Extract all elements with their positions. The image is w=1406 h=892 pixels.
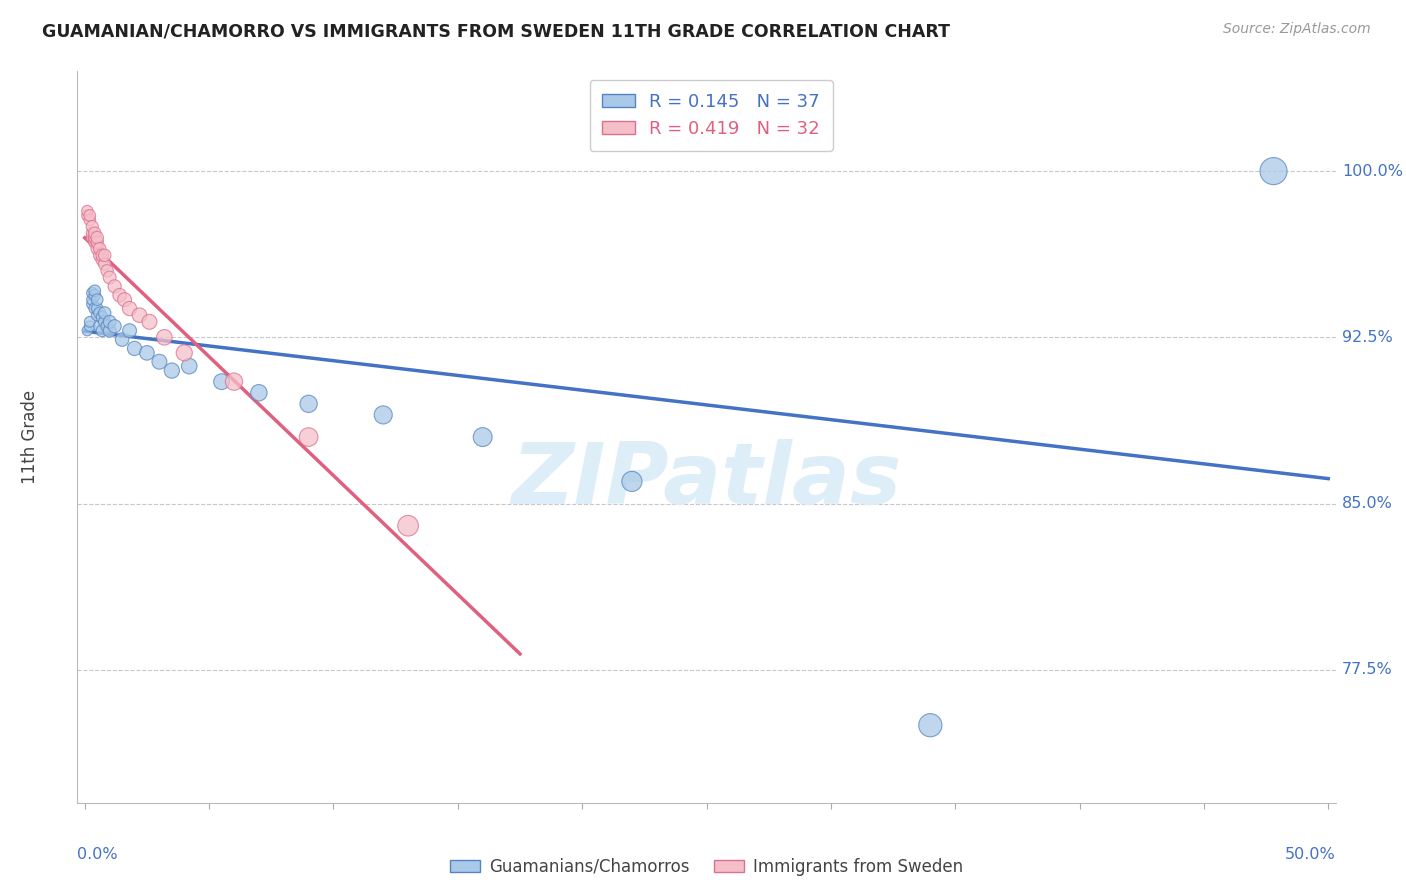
Point [86, 242, 108, 256]
Point [89, 306, 111, 320]
Point [91, 252, 114, 267]
Point [297, 397, 319, 411]
Point [79, 212, 101, 227]
Point [91, 310, 114, 325]
Point [89, 248, 111, 262]
Point [83, 226, 105, 240]
Text: 100.0%: 100.0% [1341, 163, 1403, 178]
Point [124, 342, 146, 356]
Point [76, 324, 98, 338]
Point [211, 375, 233, 389]
Point [98, 315, 121, 329]
Point [89, 319, 111, 334]
Point [620, 475, 643, 489]
Text: GUAMANIAN/CHAMORRO VS IMMIGRANTS FROM SWEDEN 11TH GRADE CORRELATION CHART: GUAMANIAN/CHAMORRO VS IMMIGRANTS FROM SW… [42, 22, 950, 40]
Point [79, 315, 101, 329]
Point [83, 288, 105, 302]
Point [104, 319, 127, 334]
Point [96, 319, 118, 334]
Point [83, 284, 105, 298]
Point [118, 324, 141, 338]
Point [96, 264, 118, 278]
Point [82, 293, 104, 307]
Point [111, 333, 134, 347]
Text: 92.5%: 92.5% [1341, 330, 1393, 345]
Point [82, 230, 104, 244]
Point [247, 385, 270, 400]
Point [160, 363, 183, 377]
Point [82, 297, 104, 311]
Point [128, 308, 150, 322]
Point [86, 301, 108, 316]
Point [86, 235, 108, 249]
Point [79, 209, 101, 223]
Point [148, 355, 170, 369]
Point [104, 279, 127, 293]
Point [91, 248, 114, 262]
Point [297, 430, 319, 444]
Text: 50.0%: 50.0% [1285, 847, 1336, 862]
Text: 11th Grade: 11th Grade [21, 390, 38, 484]
Point [76, 204, 98, 219]
Legend: Guamanians/Chamorros, Immigrants from Sweden: Guamanians/Chamorros, Immigrants from Sw… [444, 851, 969, 882]
Point [138, 315, 160, 329]
Point [76, 209, 98, 223]
Point [93, 248, 115, 262]
Point [373, 408, 395, 422]
Point [83, 301, 105, 316]
Point [86, 230, 108, 244]
Point [396, 518, 419, 533]
Point [93, 315, 115, 329]
Point [82, 226, 104, 240]
Point [93, 257, 115, 271]
Point [93, 306, 115, 320]
Point [82, 219, 104, 234]
Text: 77.5%: 77.5% [1341, 663, 1393, 677]
Point [471, 430, 494, 444]
Text: 0.0%: 0.0% [77, 847, 118, 862]
Point [179, 359, 201, 373]
Point [118, 301, 141, 316]
Point [920, 718, 942, 732]
Point [153, 330, 176, 344]
Point [86, 308, 108, 322]
Point [83, 230, 105, 244]
Point [86, 293, 108, 307]
Point [136, 346, 159, 360]
Point [89, 242, 111, 256]
Point [91, 324, 114, 338]
Point [108, 288, 131, 302]
Point [82, 285, 104, 300]
Text: Source: ZipAtlas.com: Source: ZipAtlas.com [1223, 22, 1371, 37]
Point [98, 270, 121, 285]
Text: 85.0%: 85.0% [1341, 496, 1393, 511]
Point [173, 346, 195, 360]
Point [222, 375, 245, 389]
Point [98, 324, 121, 338]
Text: ZIPatlas: ZIPatlas [512, 440, 901, 523]
Point [114, 293, 136, 307]
Point [79, 319, 101, 334]
Point [83, 235, 105, 249]
Point [1263, 164, 1285, 178]
